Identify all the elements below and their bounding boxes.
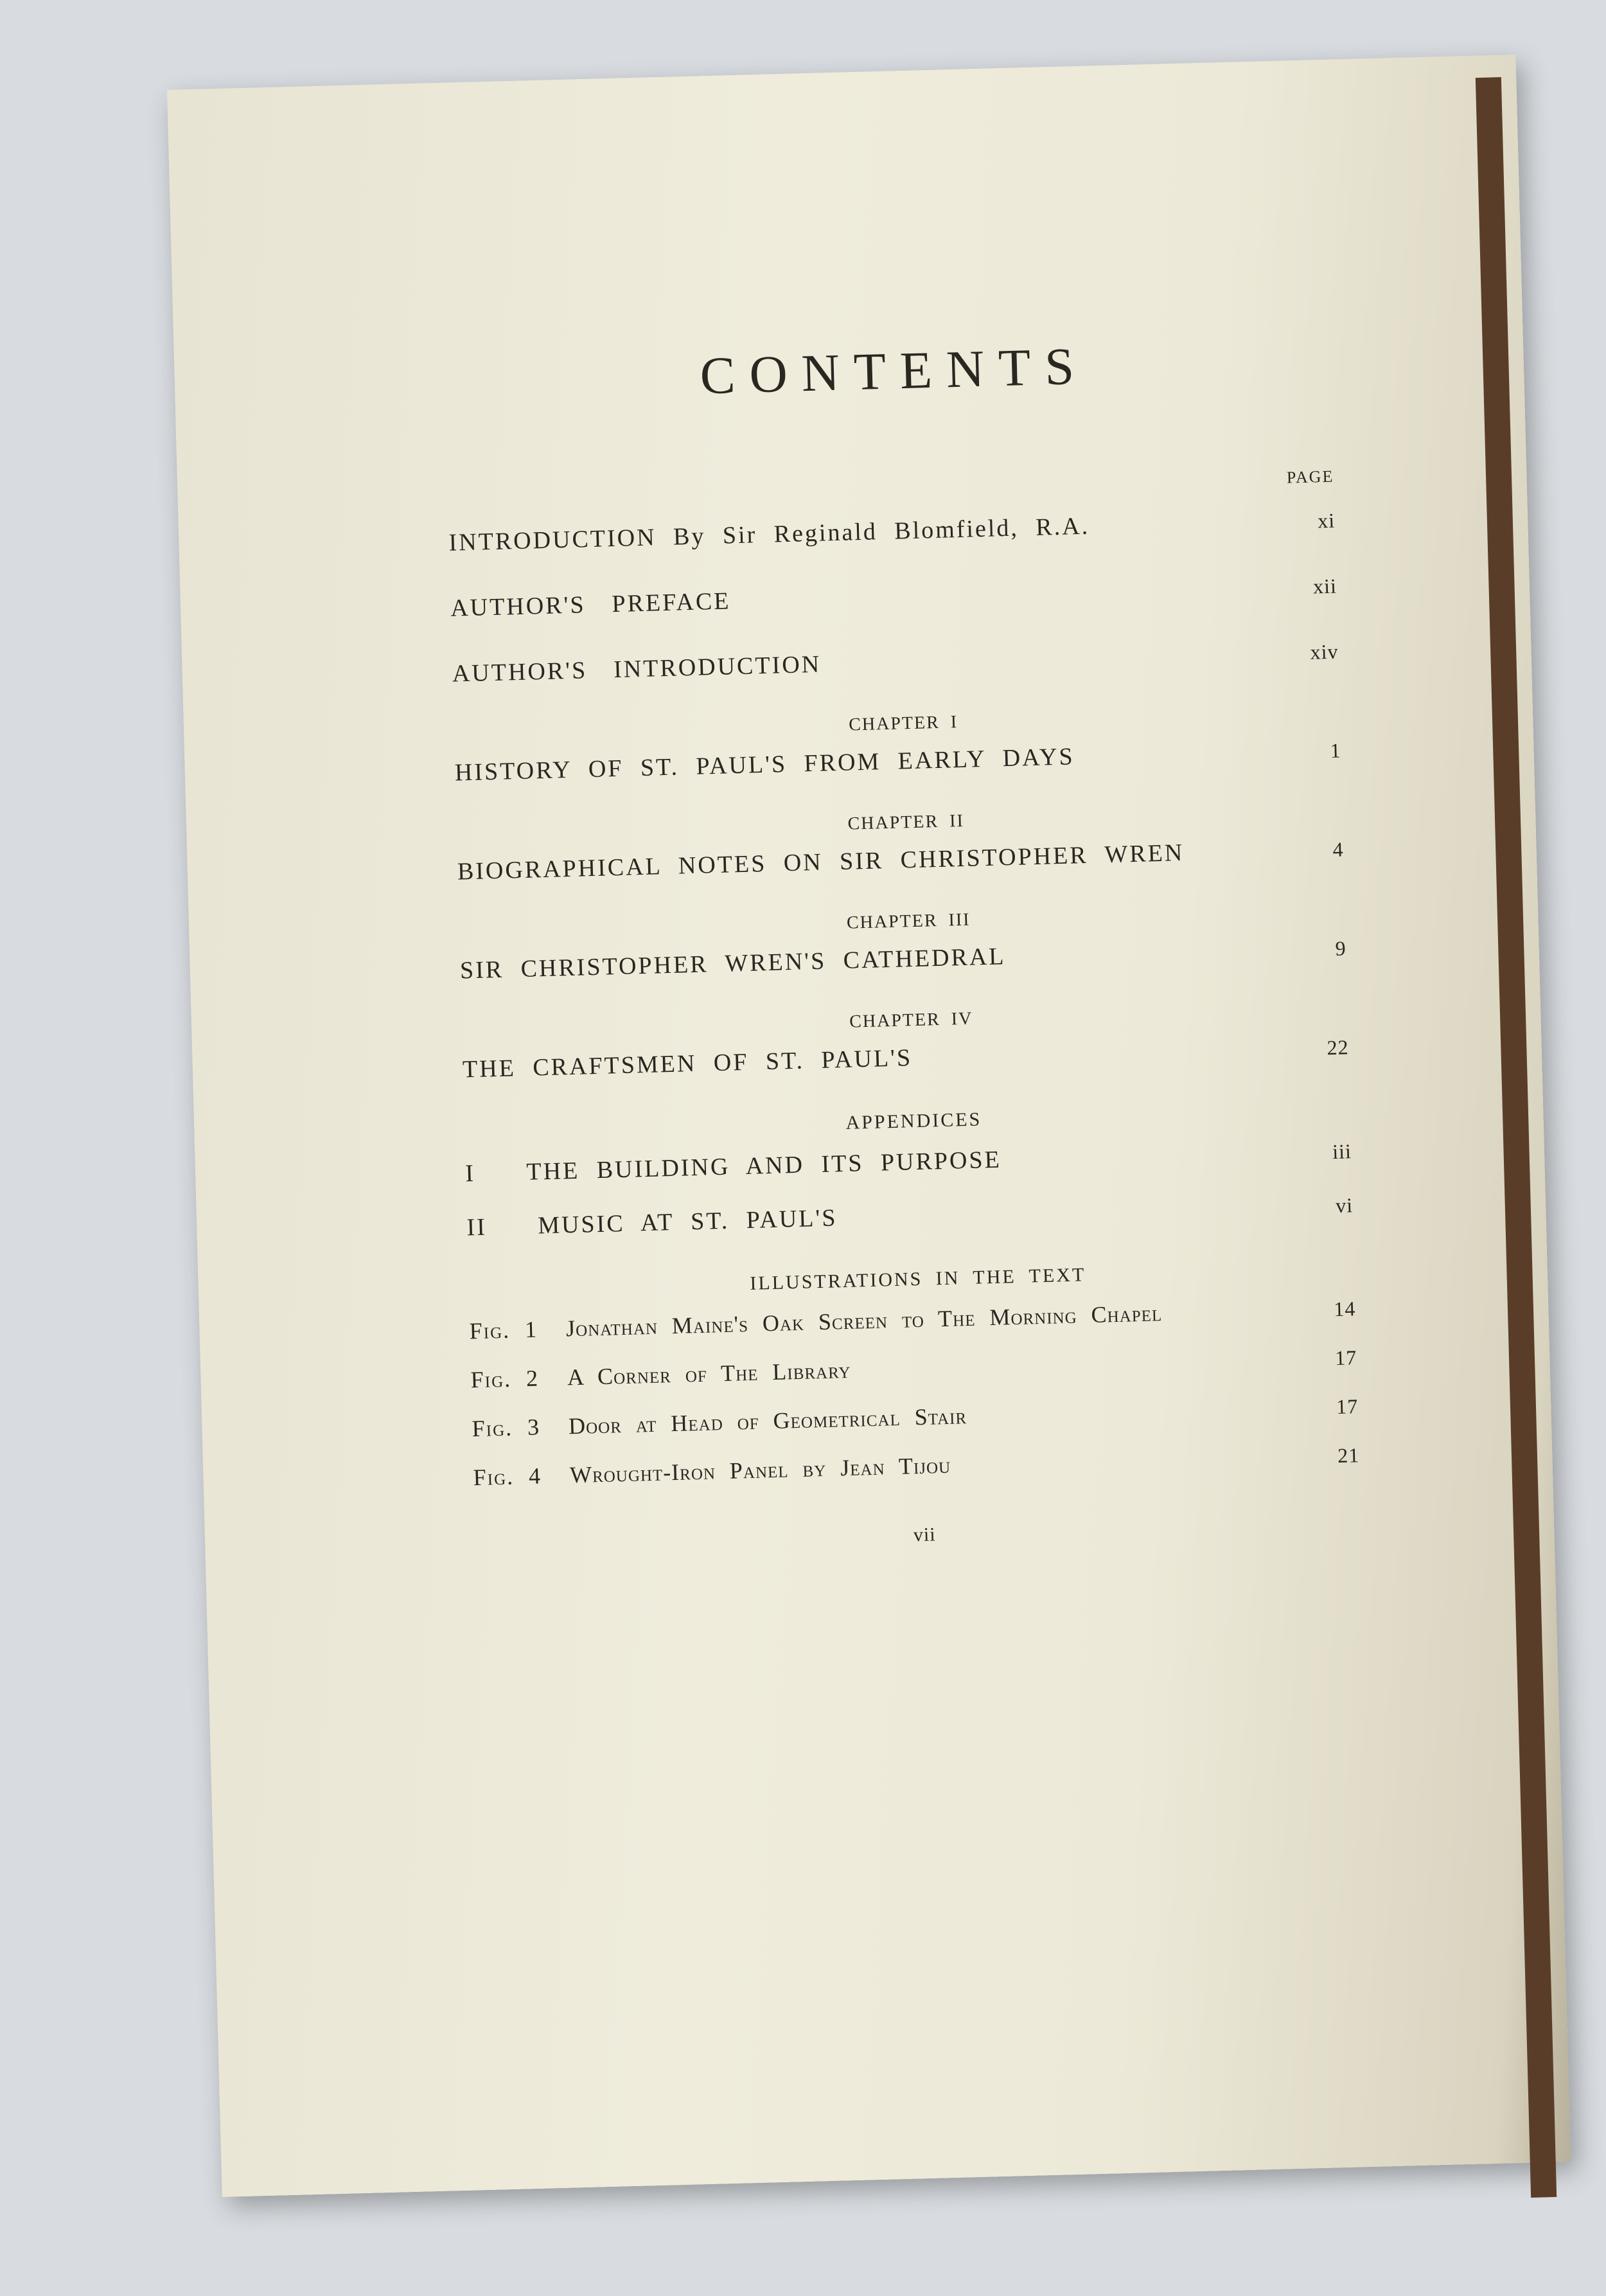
toc-entry-page: xi (1318, 508, 1348, 533)
toc-entry-label: AUTHOR'S PREFACE (450, 587, 731, 622)
toc-entry-label: I THE BUILDING AND ITS PURPOSE (465, 1146, 1002, 1188)
figure-prefix: Fig. 3 (472, 1414, 540, 1442)
figure-prefix: Fig. 1 (469, 1317, 538, 1344)
toc-entry-page: vi (1336, 1193, 1366, 1218)
figure-prefix: Fig. 2 (470, 1366, 539, 1393)
toc-row-figure: Fig. 3 Door at Head of Geometrical Stair… (472, 1392, 1372, 1443)
toc-entry-page: 4 (1332, 837, 1357, 862)
toc-entry-page: iii (1332, 1139, 1365, 1164)
contents-block: CONTENTS PAGE INTRODUCTION By Sir Regina… (444, 329, 1375, 1558)
toc-row-preface: AUTHOR'S PREFACE xii (450, 571, 1350, 623)
figure-label: Fig. 2 A Corner of The Library (470, 1357, 851, 1393)
figure-title: Jonathan Maine's Oak Screen to The Morni… (566, 1300, 1163, 1341)
toc-entry-page: xiv (1310, 639, 1352, 664)
toc-entry-page: 17 (1335, 1346, 1370, 1370)
toc-entry-label: THE CRAFTSMEN OF ST. PAUL'S (462, 1044, 912, 1083)
appendix-title: MUSIC AT ST. PAUL'S (538, 1204, 838, 1239)
toc-entry-page: 9 (1335, 936, 1359, 961)
toc-entry-label: SIR CHRISTOPHER WREN'S CATHEDRAL (459, 942, 1006, 984)
toc-row-appendix: II MUSIC AT ST. PAUL'S vi (466, 1190, 1366, 1242)
toc-entry-page: 1 (1330, 738, 1354, 763)
figure-label: Fig. 1 Jonathan Maine's Oak Screen to Th… (469, 1299, 1162, 1344)
toc-entry-page: 21 (1337, 1443, 1373, 1468)
toc-entry-page: 17 (1336, 1394, 1372, 1419)
footer-page-number: vii (475, 1513, 1374, 1558)
figure-title: Door at Head of Geometrical Stair (569, 1403, 967, 1439)
toc-row-introduction: INTRODUCTION By Sir Reginald Blomfield, … (448, 505, 1348, 557)
appendix-title: THE BUILDING AND ITS PURPOSE (526, 1146, 1002, 1186)
figure-label: Fig. 3 Door at Head of Geometrical Stair (472, 1402, 967, 1442)
toc-row-figure: Fig. 4 Wrought-Iron Panel by Jean Tijou … (473, 1441, 1373, 1491)
toc-entry-label: INTRODUCTION By Sir Reginald Blomfield, … (448, 512, 1090, 557)
toc-entry-label: BIOGRAPHICAL NOTES ON SIR CHRISTOPHER WR… (457, 839, 1184, 886)
toc-row-appendix: I THE BUILDING AND ITS PURPOSE iii (465, 1136, 1365, 1188)
toc-row-figure: Fig. 1 Jonathan Maine's Oak Screen to Th… (469, 1294, 1369, 1345)
figure-prefix: Fig. 4 (473, 1463, 542, 1490)
figure-title: Wrought-Iron Panel by Jean Tijou (570, 1452, 951, 1488)
toc-row-author-intro: AUTHOR'S INTRODUCTION xiv (452, 636, 1352, 688)
figure-title: A Corner of The Library (567, 1357, 851, 1391)
appendix-number: II (466, 1214, 487, 1241)
toc-entry-page: 14 (1334, 1297, 1369, 1321)
figure-label: Fig. 4 Wrought-Iron Panel by Jean Tijou (473, 1452, 951, 1491)
illustrations-header: ILLUSTRATIONS IN THE TEXT (468, 1257, 1368, 1303)
toc-entry-page: xii (1313, 574, 1350, 598)
page-title: CONTENTS (444, 329, 1345, 413)
book-page: CONTENTS PAGE INTRODUCTION By Sir Regina… (167, 55, 1571, 2197)
toc-entry-label: II MUSIC AT ST. PAUL'S (466, 1204, 838, 1241)
appendices-header: APPENDICES (464, 1099, 1363, 1144)
appendix-number: I (465, 1160, 476, 1187)
toc-row-figure: Fig. 2 A Corner of The Library 17 (470, 1343, 1370, 1394)
toc-row-chapter: BIOGRAPHICAL NOTES ON SIR CHRISTOPHER WR… (457, 834, 1357, 886)
toc-row-chapter: SIR CHRISTOPHER WREN'S CATHEDRAL 9 (459, 933, 1359, 985)
toc-entry-page: 22 (1327, 1035, 1362, 1060)
toc-row-chapter: THE CRAFTSMEN OF ST. PAUL'S 22 (462, 1032, 1362, 1084)
page-column-header: PAGE (447, 467, 1346, 510)
toc-entry-label: HISTORY OF ST. PAUL'S FROM EARLY DAYS (454, 742, 1075, 787)
toc-entry-label: AUTHOR'S INTRODUCTION (452, 650, 821, 688)
toc-row-chapter: HISTORY OF ST. PAUL'S FROM EARLY DAYS 1 (454, 735, 1354, 787)
